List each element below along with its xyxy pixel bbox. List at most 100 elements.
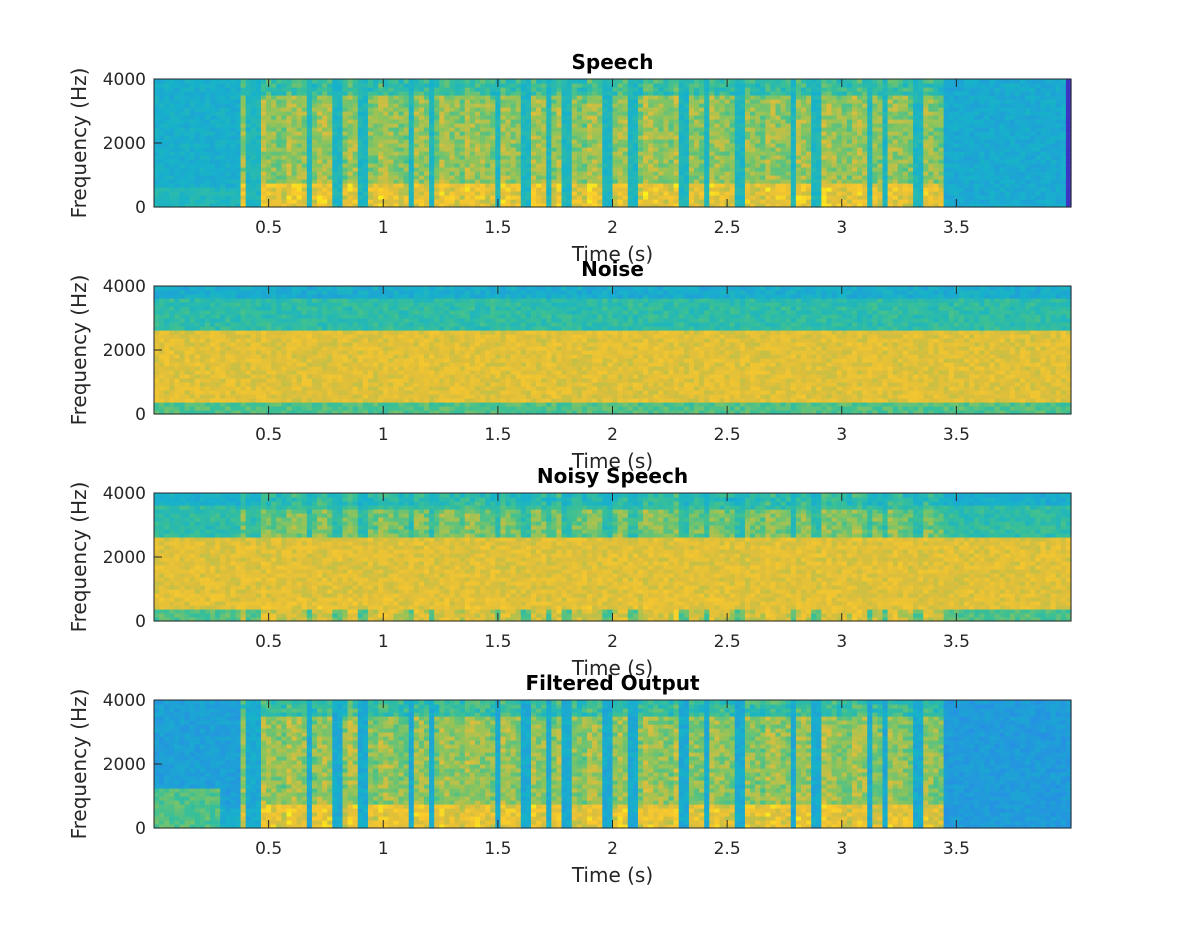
heatmap-cell bbox=[892, 183, 899, 188]
heatmap-cell bbox=[902, 91, 909, 96]
heatmap-cell bbox=[678, 195, 685, 200]
heatmap-cell bbox=[184, 91, 191, 96]
heatmap-cell bbox=[668, 195, 675, 200]
heatmap-cell bbox=[897, 147, 904, 152]
heatmap-cell bbox=[734, 103, 741, 108]
heatmap-cell bbox=[520, 183, 527, 188]
heatmap-cell bbox=[306, 187, 313, 192]
heatmap-cell bbox=[907, 103, 914, 108]
heatmap-cell bbox=[775, 123, 782, 128]
heatmap-cell bbox=[393, 143, 400, 148]
heatmap-cell bbox=[699, 103, 705, 108]
heatmap-cell bbox=[199, 95, 206, 100]
heatmap-cell bbox=[928, 111, 935, 116]
heatmap-cell bbox=[632, 83, 639, 88]
heatmap-cell bbox=[694, 155, 700, 160]
heatmap-cell bbox=[418, 111, 425, 116]
heatmap-cell bbox=[337, 147, 344, 152]
heatmap-cell bbox=[393, 151, 400, 156]
heatmap-cell bbox=[281, 187, 288, 192]
heatmap-cell bbox=[464, 203, 471, 208]
heatmap-cell bbox=[530, 135, 537, 140]
heatmap-cell bbox=[266, 179, 272, 184]
heatmap-cell bbox=[902, 103, 909, 108]
heatmap-cell bbox=[841, 87, 848, 92]
heatmap-cell bbox=[678, 83, 685, 88]
heatmap-cell bbox=[709, 103, 715, 108]
heatmap-cell bbox=[597, 199, 603, 204]
heatmap-cell bbox=[439, 191, 445, 196]
heatmap-cell bbox=[235, 151, 242, 156]
heatmap-cell bbox=[199, 143, 206, 148]
heatmap-cell bbox=[627, 199, 634, 204]
heatmap-cell bbox=[943, 199, 950, 204]
heatmap-cell bbox=[449, 195, 456, 200]
heatmap-cell bbox=[617, 143, 624, 148]
heatmap-cell bbox=[194, 115, 201, 120]
heatmap-cell bbox=[296, 183, 303, 188]
heatmap-cell bbox=[831, 123, 838, 128]
heatmap-cell bbox=[398, 195, 405, 200]
heatmap-cell bbox=[327, 79, 333, 84]
heatmap-cell bbox=[683, 203, 690, 208]
heatmap-cell bbox=[245, 107, 252, 112]
heatmap-cell bbox=[296, 95, 303, 100]
heatmap-cell bbox=[765, 103, 772, 108]
heatmap-cell bbox=[632, 131, 639, 136]
heatmap-cell bbox=[449, 179, 456, 184]
heatmap-cell bbox=[897, 139, 904, 144]
heatmap-cell bbox=[210, 167, 216, 172]
heatmap-cell bbox=[907, 119, 914, 124]
heatmap-cell bbox=[429, 175, 435, 180]
heatmap-cell bbox=[342, 179, 349, 184]
heatmap-cell bbox=[230, 195, 237, 200]
heatmap-cell bbox=[872, 151, 879, 156]
heatmap-cell bbox=[250, 79, 257, 84]
heatmap-cell bbox=[561, 95, 568, 100]
heatmap-cell bbox=[857, 159, 863, 164]
heatmap-cell bbox=[342, 115, 349, 120]
heatmap-cell bbox=[775, 179, 782, 184]
heatmap-cell bbox=[311, 123, 318, 128]
heatmap-cell bbox=[907, 159, 914, 164]
heatmap-cell bbox=[525, 83, 532, 88]
heatmap-cell bbox=[322, 119, 328, 124]
heatmap-cell bbox=[724, 107, 731, 112]
heatmap-cell bbox=[429, 83, 435, 88]
heatmap-cell bbox=[637, 143, 644, 148]
heatmap-cell bbox=[322, 83, 328, 88]
heatmap-cell bbox=[566, 91, 573, 96]
heatmap-cell bbox=[311, 119, 318, 124]
heatmap-cell bbox=[566, 115, 573, 120]
heatmap-cell bbox=[699, 139, 705, 144]
heatmap-cell bbox=[750, 199, 756, 204]
heatmap-cell bbox=[199, 167, 206, 172]
heatmap-cell bbox=[688, 163, 695, 168]
heatmap-cell bbox=[627, 95, 634, 100]
heatmap-cell bbox=[571, 119, 578, 124]
heatmap-cell bbox=[546, 83, 552, 88]
heatmap-cell bbox=[296, 107, 303, 112]
heatmap-cell bbox=[500, 115, 507, 120]
heatmap-cell bbox=[398, 103, 405, 108]
heatmap-cell bbox=[683, 167, 690, 172]
heatmap-cell bbox=[225, 119, 232, 124]
heatmap-cell bbox=[699, 99, 705, 104]
heatmap-cell bbox=[729, 135, 736, 140]
heatmap-cell bbox=[750, 183, 756, 188]
heatmap-cell bbox=[276, 195, 282, 200]
heatmap-cell bbox=[388, 195, 395, 200]
heatmap-cell bbox=[622, 139, 629, 144]
heatmap-cell bbox=[581, 91, 588, 96]
heatmap-cell bbox=[892, 155, 899, 160]
heatmap-cell bbox=[367, 91, 374, 96]
heatmap-cell bbox=[530, 175, 537, 180]
heatmap-cell bbox=[301, 107, 308, 112]
heatmap-cell bbox=[637, 191, 644, 196]
heatmap-cell bbox=[897, 119, 904, 124]
heatmap-cell bbox=[367, 195, 374, 200]
heatmap-cell bbox=[347, 167, 354, 172]
heatmap-cell bbox=[225, 187, 232, 192]
heatmap-cell bbox=[189, 187, 196, 192]
heatmap-cell bbox=[541, 203, 547, 208]
